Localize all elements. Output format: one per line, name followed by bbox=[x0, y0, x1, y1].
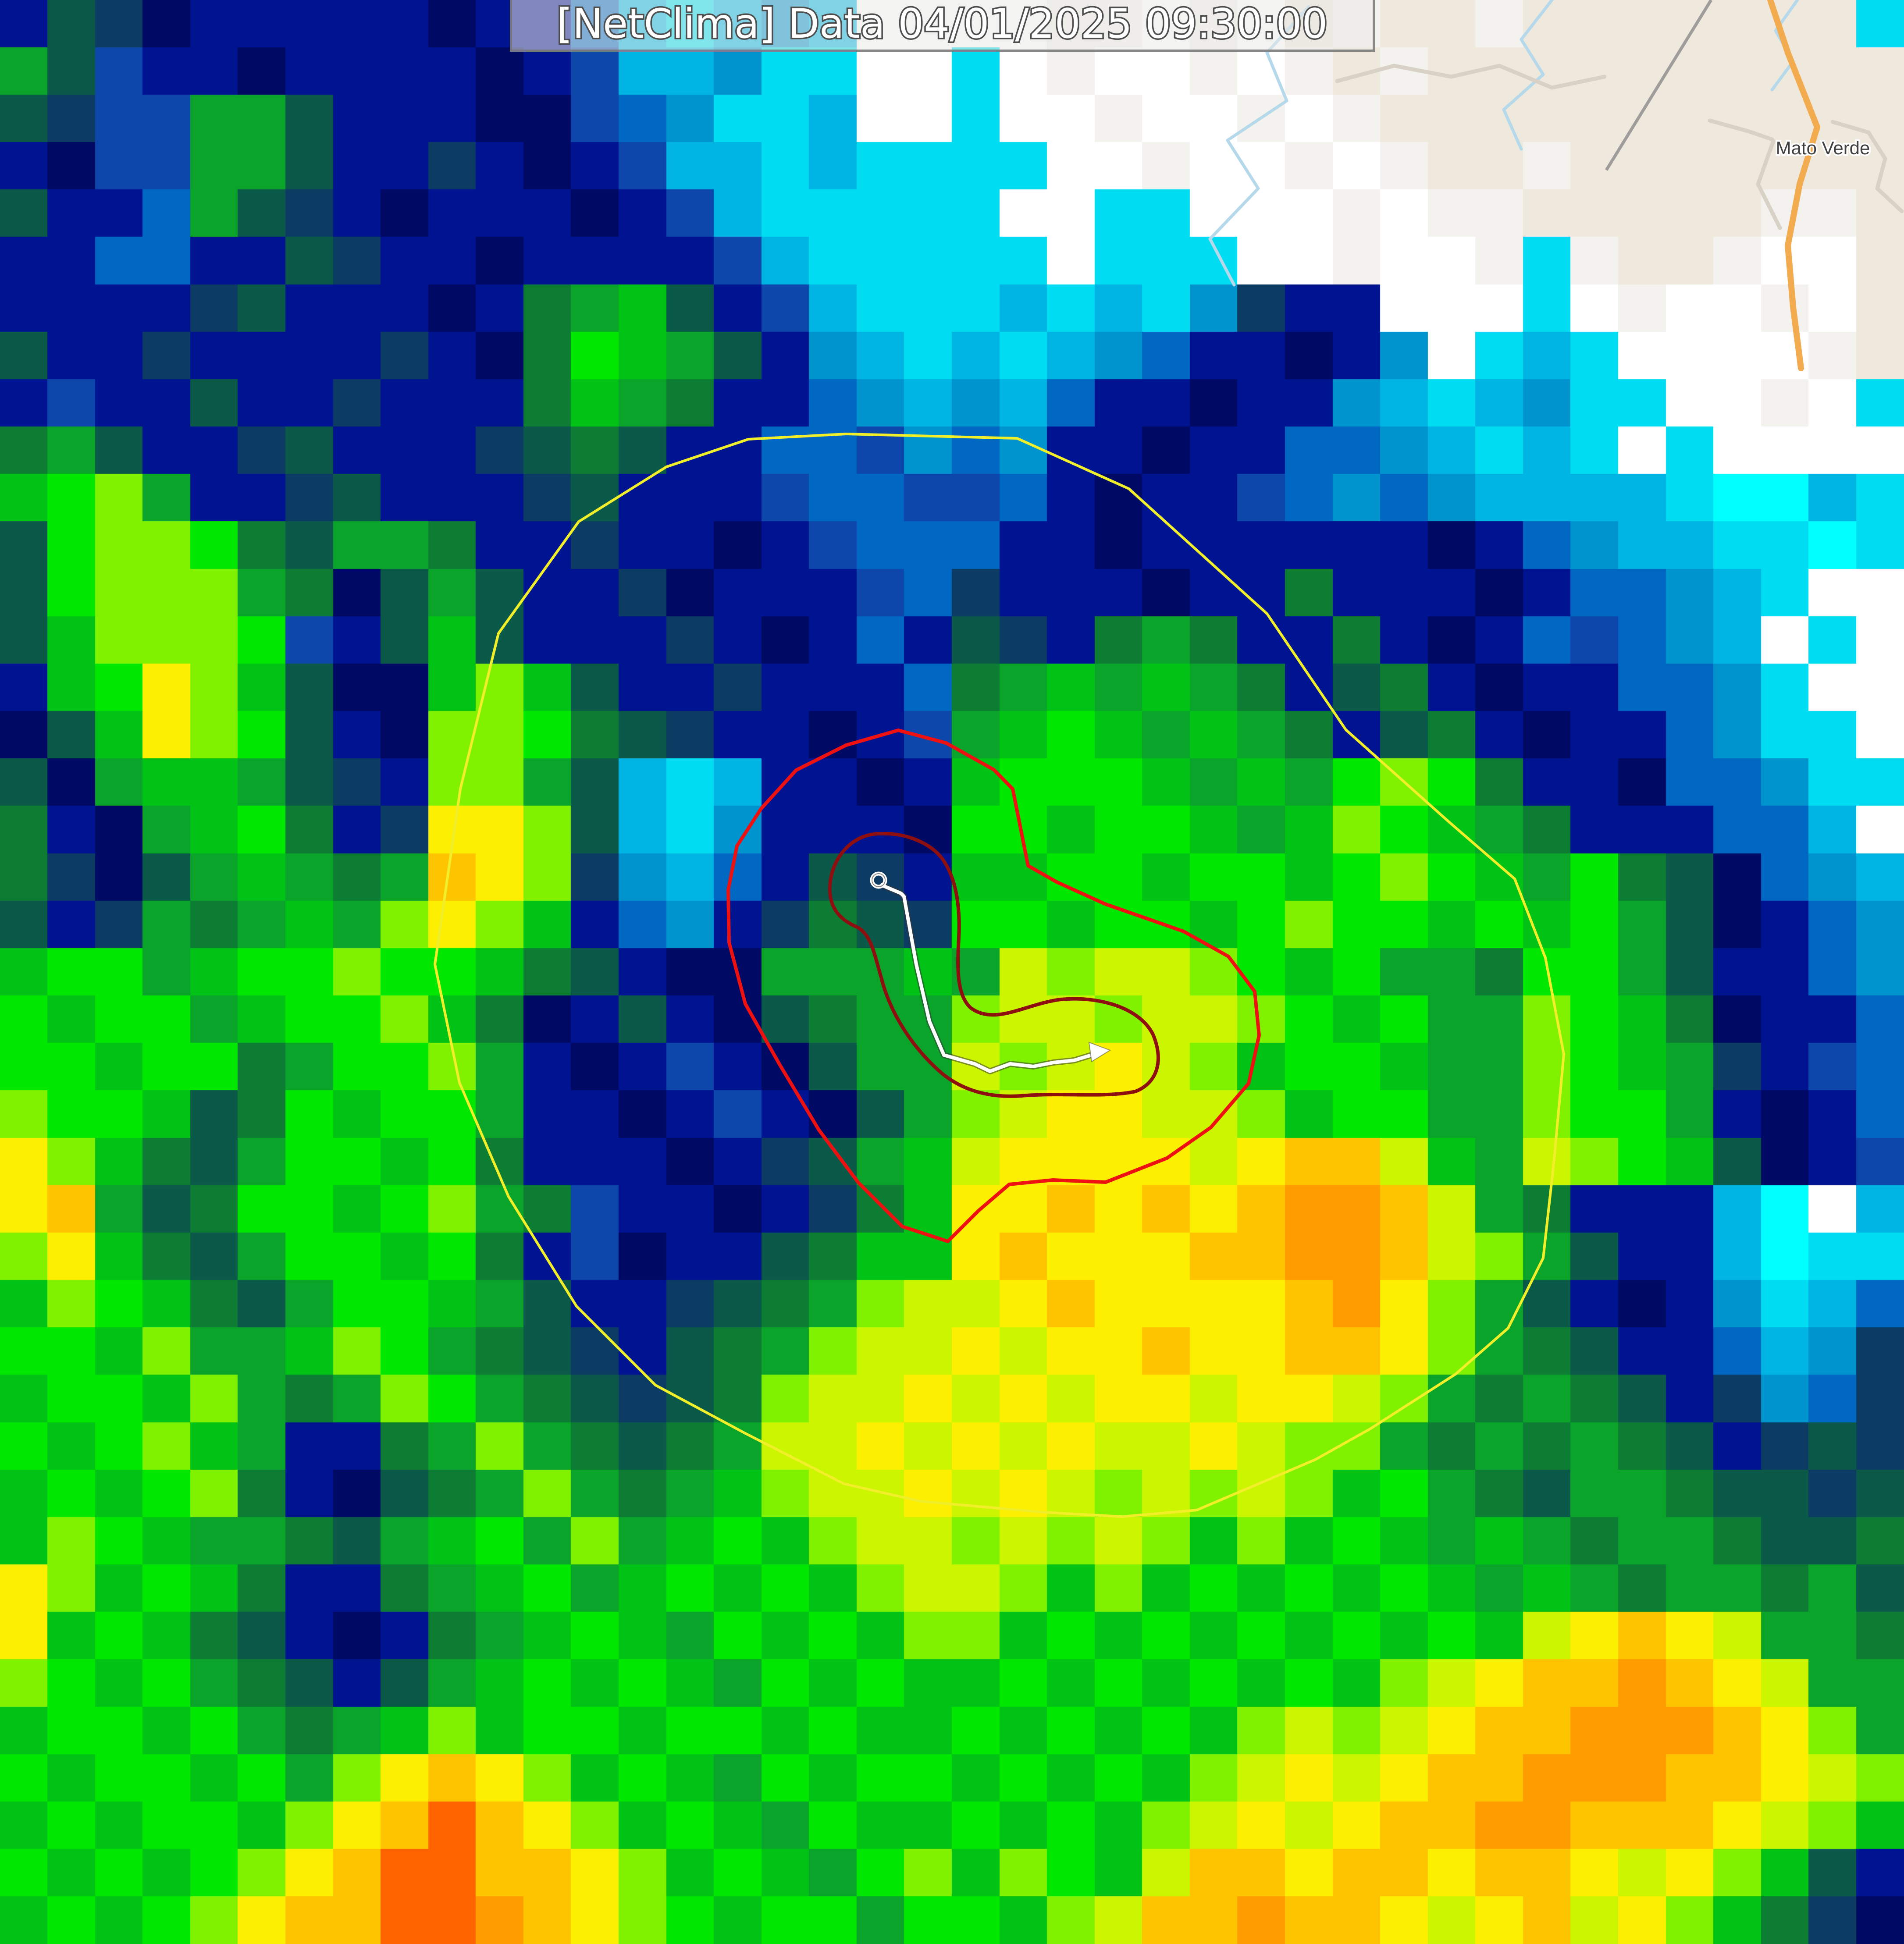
storm-outer-contour bbox=[434, 433, 1565, 1518]
title-bar-text: [NetClima] Data 04/01/2025 09:30:00 bbox=[557, 0, 1328, 47]
city-label: Mato Verde bbox=[1776, 138, 1870, 158]
storm-middle-contour bbox=[726, 729, 1261, 1243]
railway-line bbox=[1605, 0, 1712, 171]
storm-core-contour bbox=[828, 832, 1160, 1098]
title-bar: [NetClima] Data 04/01/2025 09:30:00 bbox=[510, 0, 1375, 52]
storm-track bbox=[870, 871, 1111, 1074]
storm-track-line bbox=[879, 883, 1095, 1073]
road-lines bbox=[1335, 64, 1904, 230]
highway-line bbox=[1767, 0, 1820, 371]
track-end-arrow-icon bbox=[1088, 1041, 1111, 1063]
track-start-marker-core bbox=[872, 873, 886, 887]
